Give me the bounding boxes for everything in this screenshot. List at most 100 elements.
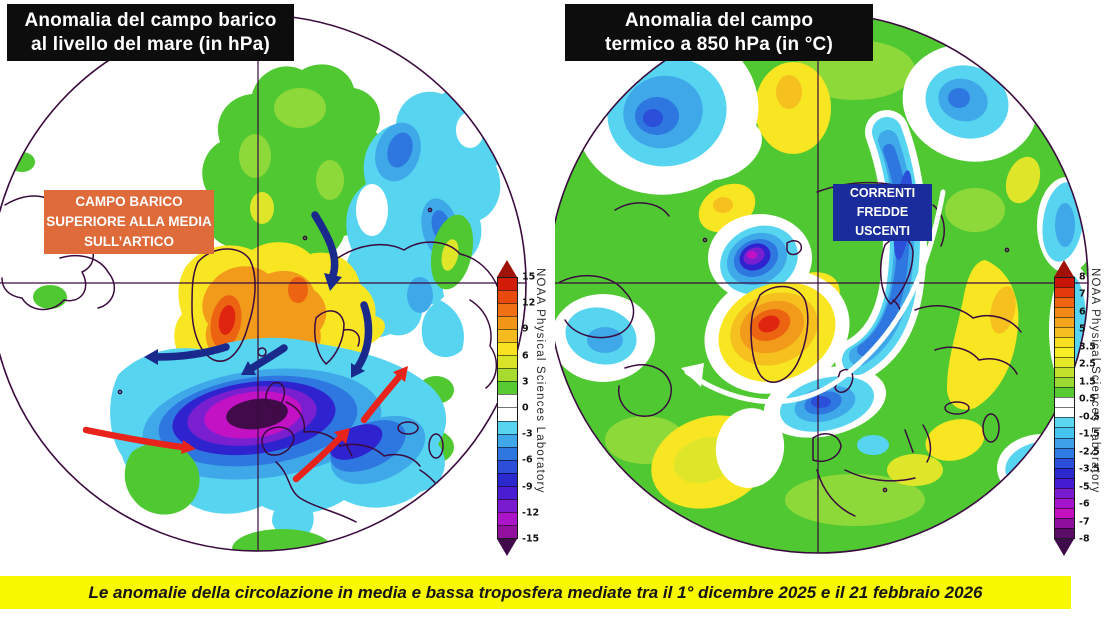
temperature-colorbar: 8 7 6 5 3.5 2.5 1.5 0.5 -0.5 -1.5 -2.5 -3.5 -5 -6 -7 -8: [1054, 260, 1100, 556]
colorbar-tick-label: -8: [1079, 533, 1090, 545]
pressure-annotation: CAMPO BARICO SUPERIORE ALLA MEDIA SULL’A…: [44, 190, 214, 254]
annotation-line: FREDDE: [856, 205, 909, 220]
colorbar-segment: [498, 498, 517, 512]
pressure-anomaly-blobs: [0, 15, 526, 551]
colorbar-segment: [1055, 417, 1074, 428]
colorbar-segment: [498, 420, 517, 434]
annotation-line: USCENTI: [855, 223, 910, 238]
colorbar-tick-label: -12: [522, 507, 540, 519]
colorbar-tick-label: 6: [1079, 306, 1086, 318]
colorbar-segment: [1055, 457, 1074, 468]
colorbar-segment: [1055, 497, 1074, 508]
colorbar-segment: [1055, 327, 1074, 338]
colorbar-top-arrow: [1054, 260, 1074, 277]
colorbar-segment: [1055, 317, 1074, 328]
colorbar-tick-label: -9: [522, 481, 533, 493]
colorbar-segment: [1055, 357, 1074, 368]
colorbar-segment: [498, 446, 517, 460]
colorbar-ticks: 15 12 9 6 3 0 -3 -6 -9 -12 -15: [522, 272, 554, 545]
temperature-annotation: CORRENTI FREDDE USCENTI: [833, 184, 932, 241]
colorbar-scale: [1054, 277, 1075, 539]
warm-flow-arrows: [82, 366, 408, 483]
colorbar-segment: [1055, 437, 1074, 448]
temperature-anomaly-map: [555, 12, 1089, 554]
colorbar-tick-label: 0: [522, 402, 529, 414]
colorbar-segment: [1055, 287, 1074, 298]
colorbar-segment: [1055, 347, 1074, 358]
colorbar-segment: [498, 524, 517, 538]
noaa-credit: NOAA Physical Sciences Laboratory: [534, 268, 546, 494]
colorbar-segment: [498, 342, 517, 356]
graticule: [0, 15, 526, 551]
colorbar-segment: [498, 368, 517, 382]
colorbar-segment: [1055, 387, 1074, 398]
colorbar-tick-label: -1.5: [1079, 428, 1100, 440]
colorbar-segment: [498, 316, 517, 330]
title-line: termico a 850 hPa (in °C): [605, 33, 833, 55]
colorbar-tick-label: 12: [522, 297, 536, 309]
colorbar-segment: [1055, 447, 1074, 458]
colorbar-segment: [1055, 278, 1074, 288]
colorbar-tick-label: 6: [522, 350, 529, 362]
colorbar-segment: [1055, 467, 1074, 478]
colorbar-scale: [497, 277, 518, 539]
annotation-line: SULL’ARTICO: [84, 234, 174, 250]
colorbar-segment: [498, 511, 517, 525]
colorbar-segment: [498, 472, 517, 486]
coastlines: [1, 195, 510, 523]
annotation-line: SUPERIORE ALLA MEDIA: [46, 213, 212, 229]
colorbar-tick-label: 3: [522, 376, 529, 388]
annotation-line: CORRENTI: [849, 186, 916, 201]
colorbar-segment: [1055, 427, 1074, 438]
colorbar-tick-label: -3.5: [1079, 463, 1100, 475]
colorbar-segment: [498, 407, 517, 421]
colorbar-segment: [1055, 487, 1074, 498]
colorbar-segment: [498, 355, 517, 369]
colorbar-segment: [498, 290, 517, 304]
colorbar-tick-label: 8: [1079, 271, 1086, 283]
pressure-colorbar: 15 12 9 6 3 0 -3 -6 -9 -12 -15: [497, 260, 539, 556]
colorbar-segment: [1055, 297, 1074, 308]
colorbar-bottom-arrow: [497, 539, 517, 556]
colorbar-segment: [498, 381, 517, 395]
colorbar-segment: [1055, 367, 1074, 378]
colorbar-tick-label: 7: [1079, 288, 1086, 300]
left-map-title: Anomalia del campo barico al livello del…: [7, 4, 294, 61]
colorbar-segment: [498, 329, 517, 343]
colorbar-tick-label: -2.5: [1079, 446, 1100, 458]
title-line: Anomalia del campo: [624, 9, 814, 31]
colorbar-tick-label: -15: [522, 533, 540, 545]
colorbar-segment: [498, 433, 517, 447]
colorbar-segment: [498, 278, 517, 291]
colorbar-tick-label: -3: [522, 428, 533, 440]
noaa-credit: NOAA Physical Sciences Laboratory: [1089, 268, 1101, 494]
colorbar-ticks: 8 7 6 5 3.5 2.5 1.5 0.5 -0.5 -1.5 -2.5 -3.5 -5 -6 -7 -8: [1079, 272, 1111, 545]
colorbar-tick-label: 0.5: [1079, 393, 1096, 405]
caption-banner: Le anomalie della circolazione in media …: [0, 576, 1071, 609]
colorbar-segment: [498, 459, 517, 473]
colorbar-tick-label: -6: [1079, 498, 1090, 510]
colorbar-segment: [1055, 407, 1074, 418]
colorbar-bottom-arrow: [1054, 539, 1074, 556]
right-map-title: Anomalia del campo termico a 850 hPa (in…: [565, 4, 873, 61]
colorbar-segment: [1055, 507, 1074, 518]
colorbar-segment: [498, 303, 517, 317]
pressure-anomaly-map: [0, 14, 527, 552]
colorbar-tick-label: 9: [522, 323, 529, 335]
colorbar-tick-label: 5: [1079, 323, 1086, 335]
colorbar-segment: [1055, 337, 1074, 348]
colorbar-tick-label: -0.5: [1079, 411, 1100, 423]
colorbar-tick-label: -5: [1079, 481, 1090, 493]
colorbar-tick-label: 1.5: [1079, 376, 1096, 388]
cold-outflow-arrow: [681, 189, 946, 405]
colorbar-segment: [1055, 377, 1074, 388]
title-line: al livello del mare (in hPa): [31, 33, 270, 55]
temperature-anomaly-blobs: [555, 13, 1088, 553]
colorbar-tick-label: 2.5: [1079, 358, 1096, 370]
colorbar-top-arrow: [497, 260, 517, 277]
graticule: [555, 13, 1088, 553]
colorbar-segment: [1055, 517, 1074, 528]
colorbar-tick-label: 3.5: [1079, 341, 1096, 353]
colorbar-tick-label: -7: [1079, 516, 1090, 528]
